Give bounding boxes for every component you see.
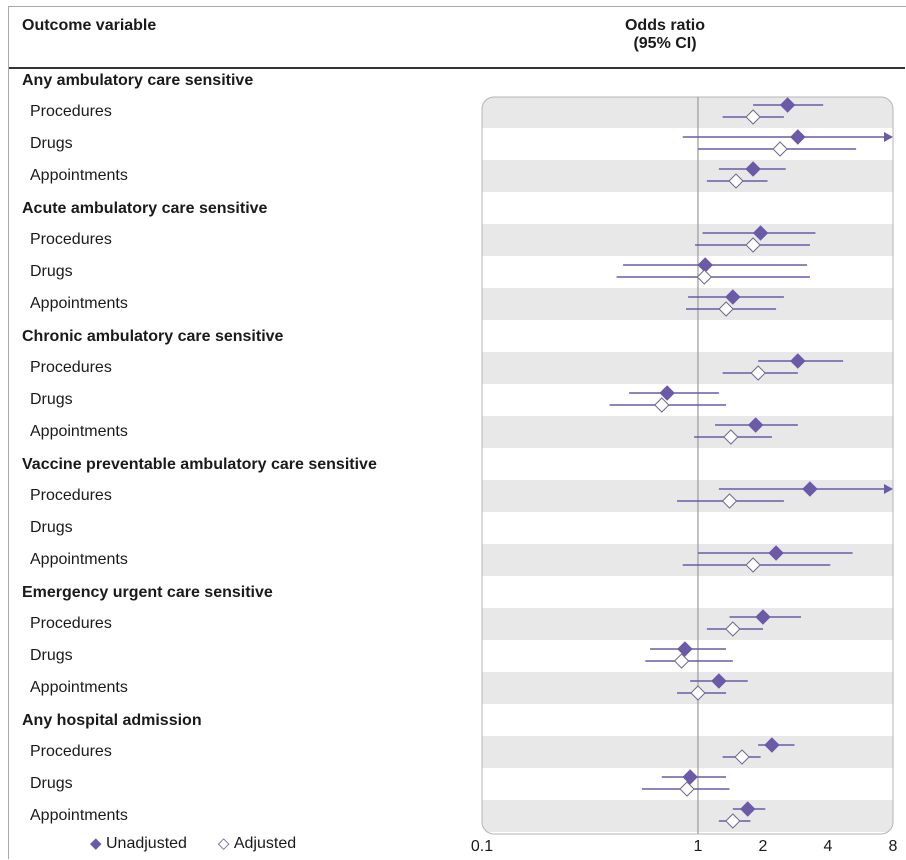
row-band <box>482 97 893 128</box>
unadjusted-point <box>682 769 698 785</box>
unadjusted-point <box>768 545 784 561</box>
group-label: Any hospital admission <box>22 712 202 729</box>
row-band <box>482 672 893 704</box>
outcome-row-label: Drugs <box>30 519 73 536</box>
legend: ◆ Unadjusted ◇ Adjusted <box>90 835 296 853</box>
row-band <box>482 288 893 320</box>
unadjusted-point <box>745 161 761 177</box>
odds-ratio-column-header: Odds ratio (95% CI) <box>590 17 740 53</box>
adjusted-point <box>728 173 744 189</box>
adjusted-point <box>679 781 695 797</box>
plot-bands <box>482 97 893 832</box>
figure-frame <box>8 6 906 859</box>
adjusted-point <box>654 397 670 413</box>
unadjusted-point <box>659 385 675 401</box>
outcome-row-label: Appointments <box>30 423 128 440</box>
adjusted-point <box>673 653 690 669</box>
outcome-column-header: Outcome variable <box>22 17 157 34</box>
unadjusted-point <box>677 641 693 657</box>
unadjusted-point <box>740 801 756 817</box>
adjusted-point <box>745 557 761 573</box>
legend-adjusted-icon: ◇ <box>217 835 230 852</box>
outcome-row-label: Appointments <box>30 807 128 824</box>
unadjusted-point <box>790 129 806 145</box>
row-band <box>482 160 893 192</box>
group-label: Vaccine preventable ambulatory care sens… <box>22 456 377 473</box>
outcome-row-label: Procedures <box>30 103 112 120</box>
unadjusted-point <box>725 289 741 305</box>
outcome-row-label: Procedures <box>30 231 112 248</box>
outcome-row-label: Procedures <box>30 743 112 760</box>
outcome-row-label: Drugs <box>30 391 73 408</box>
unadjusted-point <box>697 257 713 273</box>
legend-unadjusted-icon: ◆ <box>90 835 102 852</box>
ci-arrow-icon <box>884 484 893 494</box>
unadjusted-point <box>747 417 764 433</box>
adjusted-point <box>723 429 739 445</box>
outcome-row-label: Drugs <box>30 263 73 280</box>
outcome-row-label: Procedures <box>30 487 112 504</box>
ci-arrow-icon <box>884 132 893 142</box>
adjusted-point <box>772 141 788 157</box>
x-tick-label: 0.1 <box>471 838 493 855</box>
row-band <box>482 224 893 256</box>
row-band <box>482 736 893 768</box>
adjusted-point <box>725 813 741 829</box>
unadjusted-point <box>802 481 818 497</box>
row-band <box>482 800 893 832</box>
row-band <box>482 480 893 512</box>
outcome-row-label: Drugs <box>30 135 73 152</box>
adjusted-point <box>690 685 706 701</box>
row-band <box>482 416 893 448</box>
adjusted-point <box>745 109 761 125</box>
outcome-row-label: Drugs <box>30 647 73 664</box>
adjusted-point <box>745 237 761 253</box>
x-tick-label: 8 <box>889 838 898 855</box>
unadjusted-point <box>779 97 796 113</box>
x-tick-label: 4 <box>824 838 833 855</box>
group-label: Any ambulatory care sensitive <box>22 72 254 89</box>
odds-ratio-header-line1: Odds ratio <box>624 17 705 34</box>
legend-adjusted-label: Adjusted <box>233 835 297 852</box>
unadjusted-point <box>755 609 771 625</box>
group-label: Chronic ambulatory care sensitive <box>22 328 284 345</box>
row-band <box>482 608 893 640</box>
adjusted-point <box>696 269 713 285</box>
outcome-row-label: Appointments <box>30 679 128 696</box>
x-tick-label: 1 <box>694 838 703 855</box>
adjusted-point <box>718 301 734 317</box>
outcome-row-label: Procedures <box>30 359 112 376</box>
row-band <box>482 544 893 576</box>
adjusted-point <box>734 749 750 765</box>
unadjusted-point <box>790 353 806 369</box>
group-label: Acute ambulatory care sensitive <box>22 200 268 217</box>
legend-unadjusted-label: Unadjusted <box>106 835 187 852</box>
outcome-row-label: Appointments <box>30 167 128 184</box>
group-label: Emergency urgent care sensitive <box>22 584 273 601</box>
plot-border <box>481 96 894 835</box>
header-rule <box>9 67 905 69</box>
outcome-row-label: Procedures <box>30 615 112 632</box>
adjusted-point <box>750 365 766 381</box>
x-tick-label: 2 <box>759 838 768 855</box>
outcome-row-label: Appointments <box>30 295 128 312</box>
outcome-row-label: Appointments <box>30 551 128 568</box>
adjusted-point <box>725 621 741 637</box>
unadjusted-point <box>711 673 727 689</box>
unadjusted-point <box>764 737 780 753</box>
row-band <box>482 352 893 384</box>
adjusted-point <box>721 493 738 509</box>
outcome-row-label: Drugs <box>30 775 73 792</box>
odds-ratio-header-line2: (95% CI) <box>633 35 697 52</box>
unadjusted-point <box>752 225 769 241</box>
